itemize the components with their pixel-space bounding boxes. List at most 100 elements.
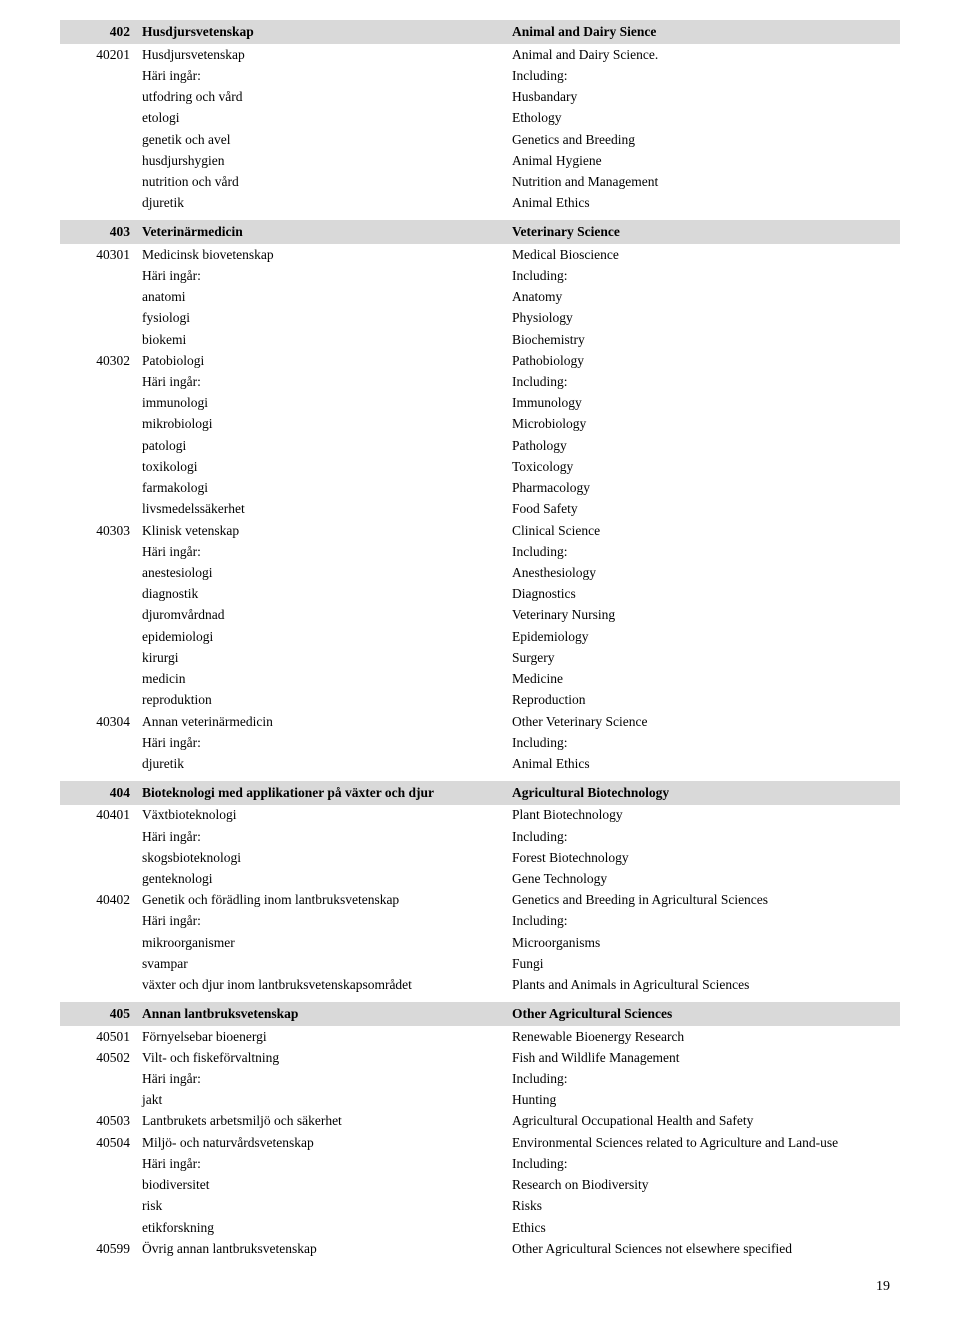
row-code: [60, 329, 142, 350]
table-row: epidemiologiEpidemiology: [60, 626, 900, 647]
row-code: 40501: [60, 1026, 142, 1047]
table-row: djuromvårdnadVeterinary Nursing: [60, 605, 900, 626]
row-left: biodiversitet: [142, 1175, 512, 1196]
row-left: epidemiologi: [142, 626, 512, 647]
row-right: Ethology: [512, 108, 900, 129]
row-left: Häri ingår:: [142, 265, 512, 286]
row-code: 40301: [60, 244, 142, 265]
row-code: [60, 1069, 142, 1090]
table-row: 40301Medicinsk biovetenskapMedical Biosc…: [60, 244, 900, 265]
table-row: Häri ingår:Including:: [60, 826, 900, 847]
table-row: riskRisks: [60, 1196, 900, 1217]
table-row: Häri ingår:Including:: [60, 1153, 900, 1174]
row-left: biokemi: [142, 329, 512, 350]
row-right: Microbiology: [512, 414, 900, 435]
row-right: Including:: [512, 372, 900, 393]
row-left: genetik och avel: [142, 129, 512, 150]
table-row: biokemiBiochemistry: [60, 329, 900, 350]
row-code: [60, 435, 142, 456]
row-left: risk: [142, 1196, 512, 1217]
table-row: immunologiImmunology: [60, 393, 900, 414]
row-right: Including:: [512, 265, 900, 286]
section-header-left: Bioteknologi med applikationer på växter…: [142, 781, 512, 805]
row-right: Animal Hygiene: [512, 150, 900, 171]
table-row: skogsbioteknologiForest Biotechnology: [60, 847, 900, 868]
row-left: nutrition och vård: [142, 172, 512, 193]
row-right: Immunology: [512, 393, 900, 414]
row-right: Nutrition and Management: [512, 172, 900, 193]
table-row: patologiPathology: [60, 435, 900, 456]
table-row: 40402Genetik och förädling inom lantbruk…: [60, 890, 900, 911]
row-code: [60, 87, 142, 108]
table-row: anestesiologiAnesthesiology: [60, 562, 900, 583]
row-left: fysiologi: [142, 308, 512, 329]
row-right: Including:: [512, 65, 900, 86]
row-code: [60, 193, 142, 214]
row-code: [60, 129, 142, 150]
page-container: 402HusdjursvetenskapAnimal and Dairy Sie…: [0, 0, 960, 1325]
row-left: Växtbioteknologi: [142, 805, 512, 826]
row-code: 40599: [60, 1238, 142, 1259]
row-right: Risks: [512, 1196, 900, 1217]
row-left: etikforskning: [142, 1217, 512, 1238]
row-left: Husdjursvetenskap: [142, 44, 512, 65]
row-code: [60, 172, 142, 193]
table-row: Häri ingår:Including:: [60, 911, 900, 932]
row-right: Forest Biotechnology: [512, 847, 900, 868]
row-left: Häri ingår:: [142, 732, 512, 753]
row-left: patologi: [142, 435, 512, 456]
section-header-left: Husdjursvetenskap: [142, 20, 512, 44]
section-header-right: Agricultural Biotechnology: [512, 781, 900, 805]
row-left: djuretik: [142, 753, 512, 774]
row-right: Including:: [512, 826, 900, 847]
table-row: mikroorganismerMicroorganisms: [60, 932, 900, 953]
row-left: skogsbioteknologi: [142, 847, 512, 868]
row-code: [60, 911, 142, 932]
table-row: 40503Lantbrukets arbetsmiljö och säkerhe…: [60, 1111, 900, 1132]
table-row: 40303Klinisk vetenskapClinical Science: [60, 520, 900, 541]
row-left: livsmedelssäkerhet: [142, 499, 512, 520]
row-right: Including:: [512, 1153, 900, 1174]
table-row: 40599Övrig annan lantbruksvetenskapOther…: [60, 1238, 900, 1259]
row-left: toxikologi: [142, 456, 512, 477]
row-right: Genetics and Breeding: [512, 129, 900, 150]
row-right: Surgery: [512, 647, 900, 668]
row-right: Including:: [512, 911, 900, 932]
row-right: Fungi: [512, 953, 900, 974]
table-row: Häri ingår:Including:: [60, 265, 900, 286]
row-code: 40504: [60, 1132, 142, 1153]
classification-section-table: 403VeterinärmedicinVeterinary Science403…: [60, 220, 900, 775]
row-left: anestesiologi: [142, 562, 512, 583]
row-code: [60, 372, 142, 393]
row-left: växter och djur inom lantbruksvetenskaps…: [142, 975, 512, 996]
table-row: fysiologiPhysiology: [60, 308, 900, 329]
row-code: [60, 869, 142, 890]
row-code: [60, 584, 142, 605]
table-row: 40504Miljö- och naturvårdsvetenskapEnvir…: [60, 1132, 900, 1153]
section-header-code: 404: [60, 781, 142, 805]
row-left: farmakologi: [142, 478, 512, 499]
row-code: [60, 647, 142, 668]
table-row: Häri ingår:Including:: [60, 65, 900, 86]
row-right: Gene Technology: [512, 869, 900, 890]
row-code: 40402: [60, 890, 142, 911]
row-right: Hunting: [512, 1090, 900, 1111]
row-right: Clinical Science: [512, 520, 900, 541]
row-code: [60, 847, 142, 868]
section-header-left: Veterinärmedicin: [142, 220, 512, 244]
section-header-left: Annan lantbruksvetenskap: [142, 1002, 512, 1026]
table-row: Häri ingår:Including:: [60, 1069, 900, 1090]
row-right: Animal and Dairy Science.: [512, 44, 900, 65]
section-header-code: 402: [60, 20, 142, 44]
row-left: djuromvårdnad: [142, 605, 512, 626]
table-row: 40201HusdjursvetenskapAnimal and Dairy S…: [60, 44, 900, 65]
row-code: [60, 150, 142, 171]
row-left: medicin: [142, 669, 512, 690]
page-number: 19: [60, 1279, 900, 1295]
row-right: Toxicology: [512, 456, 900, 477]
row-code: [60, 541, 142, 562]
row-left: Klinisk vetenskap: [142, 520, 512, 541]
row-right: Pathobiology: [512, 350, 900, 371]
row-code: [60, 287, 142, 308]
table-row: Häri ingår:Including:: [60, 372, 900, 393]
